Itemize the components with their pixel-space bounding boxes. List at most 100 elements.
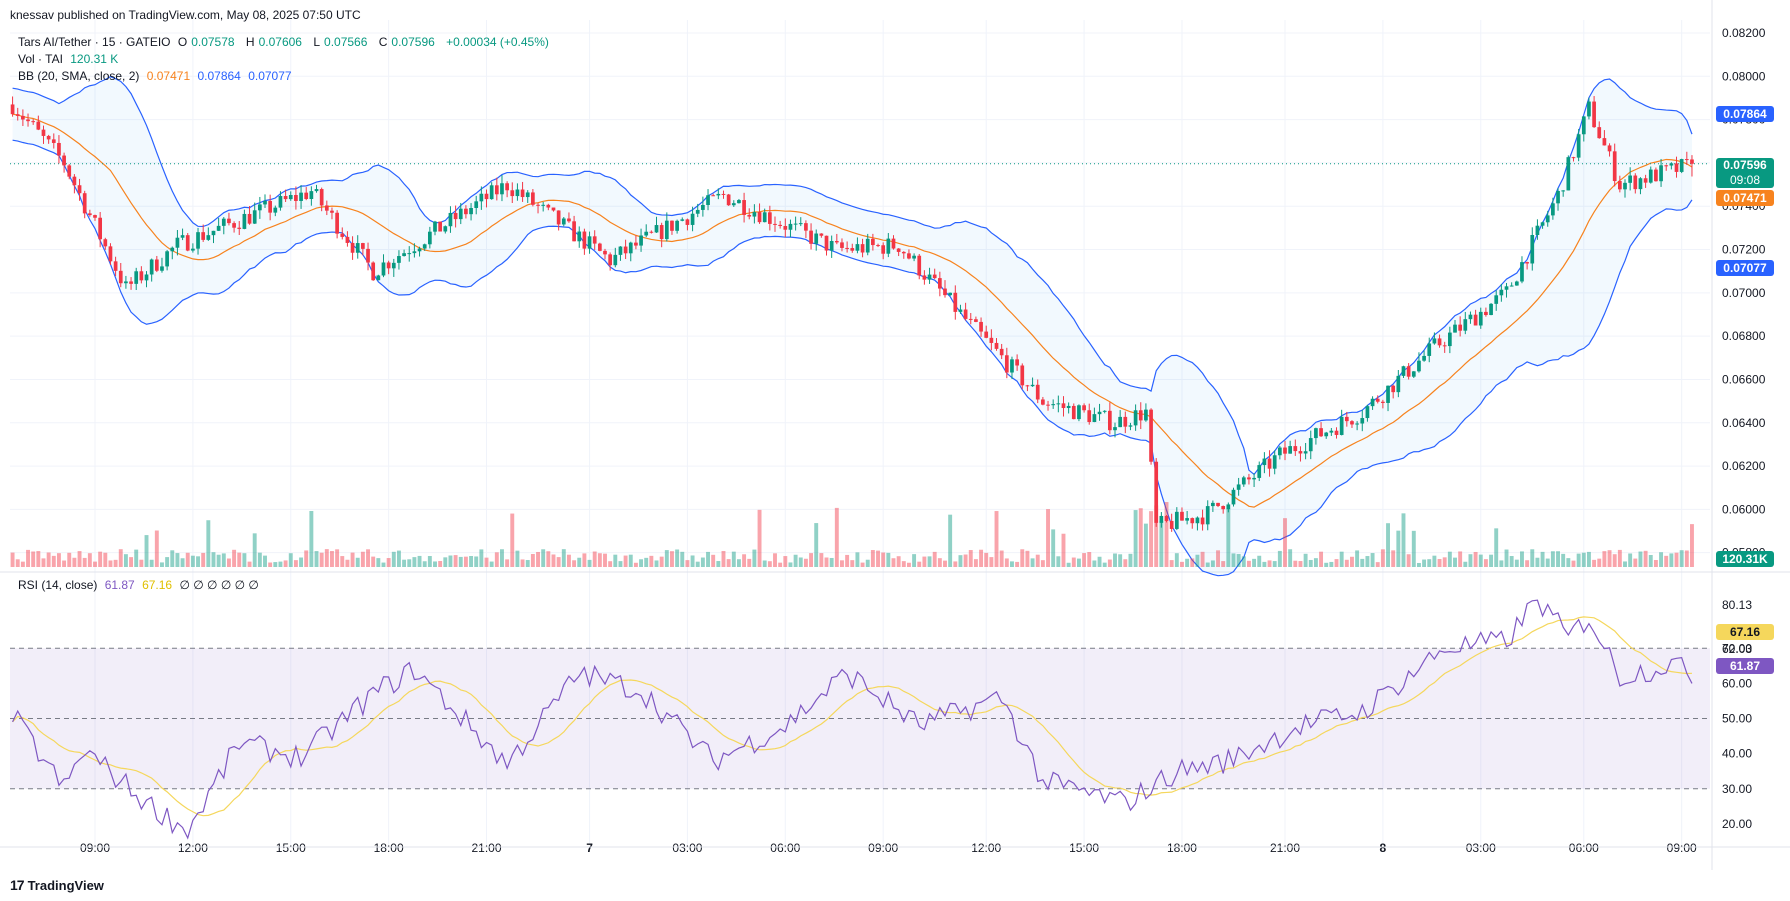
volume-bar <box>463 556 468 567</box>
volume-bar <box>793 554 798 567</box>
volume-bar <box>1118 554 1123 567</box>
candle-body <box>474 201 479 208</box>
legend-close: C 0.07596 <box>378 35 435 49</box>
rsi-tick-label: 20.00 <box>1722 817 1752 831</box>
volume-bar <box>783 556 788 567</box>
candle-body <box>1195 517 1200 524</box>
volume-bar <box>1514 559 1519 567</box>
candle-body <box>788 223 793 230</box>
tradingview-logo[interactable]: 17 TradingView <box>10 877 104 893</box>
volume-bar <box>664 550 669 567</box>
candle-body <box>366 248 370 263</box>
volume-bar <box>706 551 710 567</box>
time-tick-label: 12:00 <box>178 841 208 855</box>
candle-body <box>1638 178 1643 190</box>
candle-body <box>185 235 190 251</box>
volume-bar <box>350 552 355 567</box>
volume-bar <box>407 559 412 567</box>
candle-body <box>1087 410 1092 423</box>
volume-bar <box>1174 553 1179 567</box>
volume-bar <box>1576 553 1581 567</box>
candle-body <box>979 321 983 332</box>
candle-body <box>1494 295 1499 304</box>
legend-vol-label[interactable]: Vol · TAI <box>18 52 63 66</box>
volume-bar <box>726 559 731 567</box>
volume-bar <box>232 549 237 567</box>
candle-body <box>726 194 731 206</box>
volume-bar <box>190 555 195 567</box>
candle-body <box>1221 506 1226 510</box>
legend-bb-label[interactable]: BB (20, SMA, close, 2) <box>18 69 140 83</box>
candle-body <box>124 281 128 284</box>
volume-bar <box>1180 561 1184 567</box>
volume-bar <box>427 556 432 567</box>
volume-bar <box>566 554 571 567</box>
candle-body <box>103 239 108 247</box>
candle-body <box>922 275 927 280</box>
candle-body <box>1540 222 1545 226</box>
candle-body <box>711 195 716 197</box>
candle-body <box>21 115 25 120</box>
volume-bar <box>1329 561 1334 567</box>
volume-bar <box>917 561 922 567</box>
volume-bar <box>1133 510 1138 567</box>
tag-rsi-ma: 67.16 <box>1716 624 1774 640</box>
candle-body <box>876 245 880 247</box>
volume-bar <box>494 552 499 567</box>
candle-body <box>536 204 540 206</box>
volume-bar <box>1391 550 1396 567</box>
volume-bar <box>1380 549 1385 567</box>
candle-body <box>675 220 679 231</box>
candle-body <box>1365 406 1370 419</box>
price-tick-label: 0.06200 <box>1722 459 1766 473</box>
volume-bar <box>433 561 437 567</box>
volume-bar <box>886 552 891 567</box>
volume-bar <box>268 562 273 567</box>
candle-body <box>680 219 685 221</box>
volume-bar <box>685 560 690 567</box>
legend-rsi-label[interactable]: RSI (14, close) <box>18 578 98 592</box>
volume-bar <box>360 551 365 567</box>
volume-bar <box>592 551 597 567</box>
candle-body <box>304 192 309 200</box>
volume-bar <box>1597 558 1602 567</box>
volume-bar <box>943 560 947 567</box>
volume-bar <box>1540 551 1545 567</box>
volume-bar <box>469 556 474 567</box>
candle-body <box>824 235 829 251</box>
volume-bar <box>335 549 340 567</box>
candle-body <box>118 270 123 284</box>
candle-body <box>757 212 762 223</box>
legend-rsi-row: RSI (14, close) 61.87 67.16 ∅ ∅ ∅ ∅ ∅ ∅ <box>18 578 263 592</box>
candle-body <box>46 135 51 140</box>
volume-bar <box>1633 558 1638 567</box>
volume-bar <box>396 550 401 567</box>
volume-bar <box>1525 560 1530 567</box>
time-tick-label: 06:00 <box>770 841 800 855</box>
candle-body <box>927 274 932 280</box>
volume-bar <box>1453 557 1457 567</box>
candle-body <box>93 215 97 218</box>
candle-body <box>422 244 427 249</box>
candle-body <box>855 244 860 251</box>
volume-bar <box>1324 562 1329 567</box>
volume-bar <box>340 556 345 567</box>
price-tick-label: 0.06000 <box>1722 502 1766 516</box>
legend-symbol[interactable]: Tars AI/Tether · 15 · GATEIO <box>18 35 171 49</box>
volume-bar <box>82 557 87 567</box>
volume-bar <box>242 553 247 567</box>
candle-body <box>314 189 319 192</box>
volume-bar <box>1411 530 1416 567</box>
candle-body <box>309 191 314 200</box>
candle-body <box>767 212 772 224</box>
candle-body <box>1525 262 1529 264</box>
volume-bar <box>129 557 134 567</box>
candle-body <box>1128 425 1133 427</box>
candle-body <box>82 193 87 214</box>
candle-body <box>773 223 777 225</box>
candle-body <box>149 259 154 275</box>
candle-body <box>943 288 947 296</box>
candle-body <box>1556 190 1560 204</box>
volume-bar <box>1030 558 1035 567</box>
